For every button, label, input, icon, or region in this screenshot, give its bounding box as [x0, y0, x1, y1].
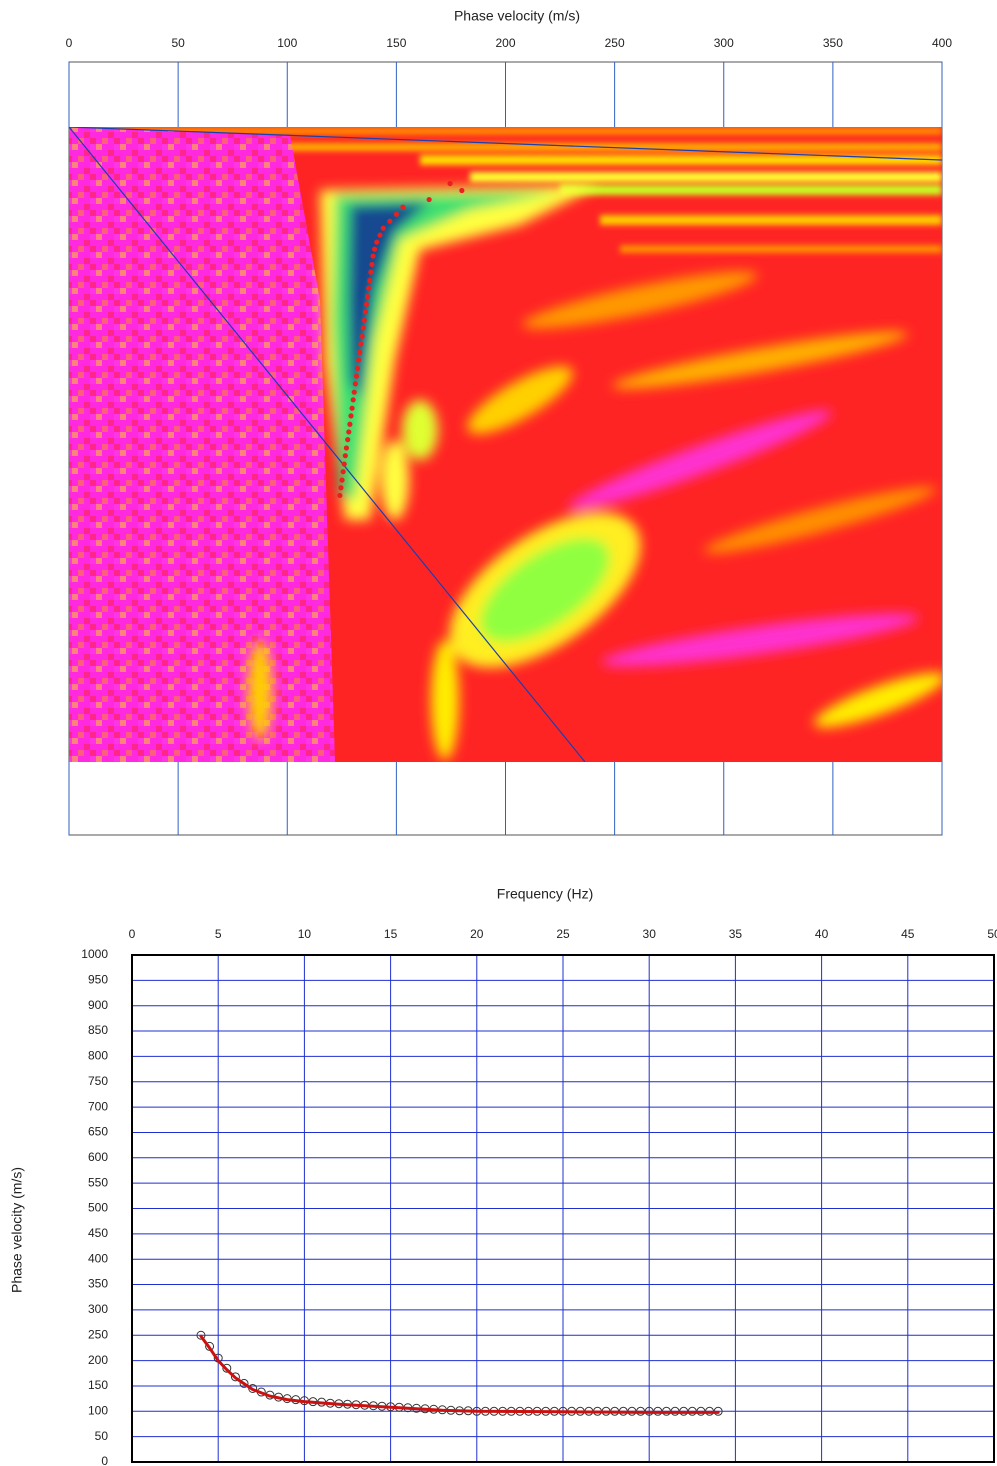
chart: Phase velocity (m/s)	[0, 0, 997, 1466]
y-tick-label: 0	[101, 1454, 108, 1466]
y-tick-label: 950	[88, 973, 108, 987]
pick-point	[381, 226, 386, 231]
y-tick-label: 600	[88, 1150, 108, 1164]
pick-point	[364, 302, 369, 307]
page: Phase velocity (m/s)	[0, 0, 997, 1466]
x-tick-label: 15	[384, 927, 398, 941]
x-tick-label: 40	[815, 927, 829, 941]
pick-point	[363, 309, 368, 314]
pick-point	[349, 406, 354, 411]
y-tick-label: 650	[88, 1125, 108, 1139]
pick-point	[341, 469, 346, 474]
y-tick-label: 200	[88, 1353, 108, 1367]
x-tick-label: 20	[470, 927, 484, 941]
y-tick-label: 300	[88, 1302, 108, 1316]
pick-point	[357, 350, 362, 355]
pick-point	[459, 188, 464, 193]
y-tick-label: 750	[88, 1074, 108, 1088]
x-tick-label: 400	[932, 36, 952, 50]
pick-point	[351, 397, 356, 402]
x-tick-label: 10	[298, 927, 312, 941]
y-tick-label: 1000	[81, 947, 108, 961]
pick-point	[372, 247, 377, 252]
x-axis-title: Phase velocity (m/s)	[454, 8, 580, 24]
pick-point	[427, 197, 432, 202]
pick-point	[377, 233, 382, 238]
y-tick-label: 500	[88, 1201, 108, 1215]
y-tick-label: 900	[88, 998, 108, 1012]
x-tick-label: 35	[729, 927, 743, 941]
x-tick-label: 200	[495, 36, 515, 50]
y-tick-label: 150	[88, 1378, 108, 1392]
x-tick-label: 45	[901, 927, 915, 941]
y-tick-label: 350	[88, 1277, 108, 1291]
pick-point	[343, 453, 348, 458]
y-tick-label: 100	[88, 1403, 108, 1417]
pick-point	[400, 205, 405, 210]
pick-point	[346, 429, 351, 434]
x-tick-label: 50	[171, 36, 185, 50]
y-tick-label: 450	[88, 1226, 108, 1240]
pick-point	[337, 493, 342, 498]
y-tick-label: 250	[88, 1327, 108, 1341]
y-tick-label: 800	[88, 1049, 108, 1063]
x-tick-label: 25	[556, 927, 570, 941]
pick-point	[365, 294, 370, 299]
pick-point	[360, 334, 365, 339]
x-tick-label: 0	[66, 36, 73, 50]
y-axis-title: Phase velocity (m/s)	[9, 1167, 25, 1293]
y-tick-label: 850	[88, 1023, 108, 1037]
y-tick-label: 50	[95, 1429, 109, 1443]
pick-point	[370, 253, 375, 258]
pick-point	[369, 262, 374, 267]
pick-point	[355, 366, 360, 371]
pick-point	[353, 381, 358, 386]
pick-point	[348, 413, 353, 418]
x-tick-label: 250	[605, 36, 625, 50]
pick-point	[354, 374, 359, 379]
x-tick-label: 300	[714, 36, 734, 50]
pick-point	[344, 445, 349, 450]
pick-point	[447, 181, 452, 186]
pick-point	[352, 390, 357, 395]
x-tick-label: 50	[987, 927, 997, 941]
pick-point	[347, 422, 352, 427]
pick-point	[366, 286, 371, 291]
pick-point	[345, 437, 350, 442]
pick-point	[362, 318, 367, 323]
x-tick-label: 0	[129, 927, 136, 941]
y-tick-label: 700	[88, 1099, 108, 1113]
pick-point	[358, 341, 363, 346]
pick-point	[367, 278, 372, 283]
pick-point	[361, 325, 366, 330]
x-tick-label: 350	[823, 36, 843, 50]
x-tick-label: 30	[643, 927, 657, 941]
y-tick-label: 400	[88, 1251, 108, 1265]
pick-point	[339, 477, 344, 482]
pick-point	[342, 461, 347, 466]
dispersion-image	[69, 127, 951, 762]
y-tick-label: 550	[88, 1175, 108, 1189]
pick-point	[356, 357, 361, 362]
pick-point	[374, 240, 379, 245]
pick-point	[394, 212, 399, 217]
x-axis-title: Frequency (Hz)	[497, 886, 593, 902]
x-tick-label: 5	[215, 927, 222, 941]
pick-point	[338, 485, 343, 490]
x-tick-label: 150	[386, 36, 406, 50]
pick-point	[368, 270, 373, 275]
pick-point	[387, 219, 392, 224]
x-tick-label: 100	[277, 36, 297, 50]
